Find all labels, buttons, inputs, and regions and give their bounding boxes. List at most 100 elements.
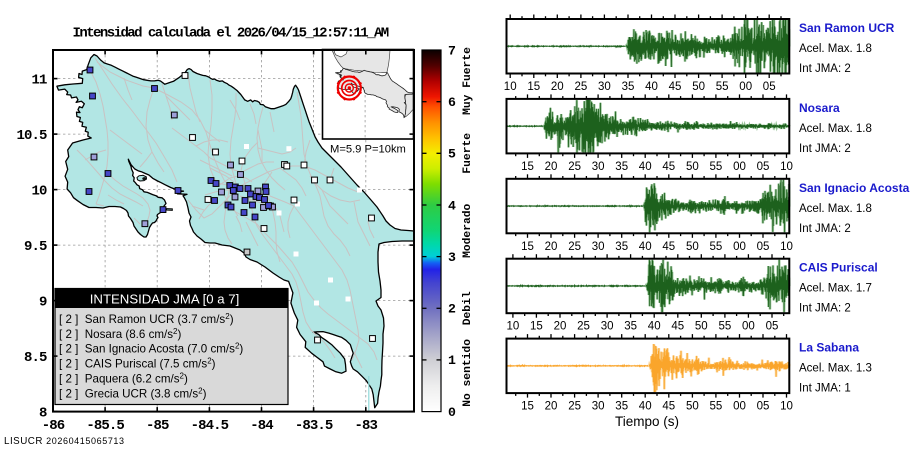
svg-text:-85.5: -85.5	[86, 418, 124, 434]
svg-text:[ 2 ] Nosara (8.6 cm/s2): [ 2 ] Nosara (8.6 cm/s2)	[59, 327, 182, 341]
svg-text:15: 15	[521, 241, 534, 253]
svg-text:Debil: Debil	[462, 291, 474, 325]
svg-text:-86: -86	[42, 418, 65, 434]
svg-text:45: 45	[671, 321, 684, 333]
svg-text:25: 25	[577, 321, 590, 333]
svg-text:10: 10	[780, 401, 793, 413]
svg-text:05: 05	[766, 321, 779, 333]
svg-text:10: 10	[780, 241, 793, 253]
svg-text:20: 20	[545, 241, 558, 253]
svg-text:8: 8	[39, 406, 47, 422]
svg-text:0: 0	[448, 405, 456, 420]
svg-text:25: 25	[568, 161, 581, 173]
svg-text:25: 25	[575, 81, 588, 93]
svg-text:20: 20	[545, 161, 558, 173]
svg-text:35: 35	[615, 401, 628, 413]
svg-text:Int JMA: 2: Int JMA: 2	[799, 63, 851, 75]
svg-text:9: 9	[39, 295, 47, 311]
svg-text:-83.5: -83.5	[295, 418, 333, 434]
svg-text:10: 10	[31, 184, 47, 200]
svg-text:45: 45	[669, 81, 682, 93]
svg-text:40: 40	[639, 241, 652, 253]
svg-text:55: 55	[710, 161, 723, 173]
svg-text:40: 40	[639, 161, 652, 173]
svg-text:30: 30	[592, 161, 605, 173]
svg-text:San Ignacio Acosta: San Ignacio Acosta	[799, 181, 910, 195]
svg-text:30: 30	[601, 321, 614, 333]
svg-text:La Sabana: La Sabana	[799, 341, 859, 355]
svg-text:5: 5	[448, 147, 456, 162]
svg-text:3: 3	[448, 250, 456, 265]
svg-text:35: 35	[622, 81, 635, 93]
svg-text:55: 55	[710, 241, 723, 253]
svg-text:50: 50	[686, 241, 699, 253]
svg-text:00: 00	[733, 401, 746, 413]
svg-text:8.5: 8.5	[24, 350, 47, 366]
svg-text:7: 7	[448, 43, 456, 58]
svg-text:Int JMA: 2: Int JMA: 2	[799, 223, 851, 235]
svg-text:05: 05	[757, 161, 770, 173]
svg-text:15: 15	[521, 401, 534, 413]
svg-text:05: 05	[757, 401, 770, 413]
svg-text:No sentido: No sentido	[462, 339, 474, 407]
svg-text:45: 45	[662, 241, 675, 253]
svg-text:6: 6	[448, 95, 456, 110]
svg-text:Moderado: Moderado	[462, 203, 474, 257]
svg-text:25: 25	[568, 401, 581, 413]
svg-text:05: 05	[763, 81, 776, 93]
svg-text:LISUCR 20260415065713: LISUCR 20260415065713	[4, 436, 125, 447]
svg-text:20: 20	[551, 81, 564, 93]
svg-text:Acel. Max. 1.7: Acel. Max. 1.7	[799, 283, 872, 295]
svg-text:CAIS Puriscal: CAIS Puriscal	[799, 261, 878, 275]
svg-text:55: 55	[710, 401, 723, 413]
svg-text:M=5.9 P=10km: M=5.9 P=10km	[330, 143, 406, 155]
svg-text:30: 30	[592, 241, 605, 253]
svg-text:45: 45	[662, 401, 675, 413]
svg-text:[ 2 ] CAIS Puriscal (7.5 cm/s: [ 2 ] CAIS Puriscal (7.5 cm/s2)	[59, 357, 216, 371]
svg-text:00: 00	[733, 241, 746, 253]
svg-text:00: 00	[742, 321, 755, 333]
svg-text:-84.5: -84.5	[191, 418, 229, 434]
svg-text:[ 2 ] Paquera (6.2 cm/s2): [ 2 ] Paquera (6.2 cm/s2)	[59, 371, 188, 385]
svg-text:10: 10	[504, 81, 517, 93]
svg-text:Nosara: Nosara	[799, 101, 840, 115]
svg-text:10: 10	[780, 161, 793, 173]
svg-text:15: 15	[530, 321, 543, 333]
svg-text:2: 2	[448, 302, 456, 317]
svg-text:1: 1	[448, 353, 456, 368]
svg-text:Acel. Max. 1.3: Acel. Max. 1.3	[799, 363, 872, 375]
svg-text:San Ramon UCR: San Ramon UCR	[799, 21, 895, 35]
svg-text:15: 15	[521, 161, 534, 173]
svg-text:50: 50	[686, 401, 699, 413]
svg-text:10: 10	[507, 321, 520, 333]
svg-text:40: 40	[648, 321, 661, 333]
svg-text:Int JMA: 2: Int JMA: 2	[799, 303, 851, 315]
svg-text:35: 35	[615, 241, 628, 253]
svg-text:Int JMA: 2: Int JMA: 2	[799, 143, 851, 155]
svg-text:25: 25	[568, 241, 581, 253]
svg-text:4: 4	[448, 198, 456, 213]
svg-text:15: 15	[527, 81, 540, 93]
svg-text:[ 2 ] San Ramon UCR (3.7 cm/s: [ 2 ] San Ramon UCR (3.7 cm/s2)	[59, 312, 234, 326]
svg-text:05: 05	[757, 241, 770, 253]
svg-text:50: 50	[695, 321, 708, 333]
svg-text:Acel. Max. 1.8: Acel. Max. 1.8	[799, 123, 872, 135]
svg-text:9.5: 9.5	[24, 239, 47, 255]
svg-text:40: 40	[639, 401, 652, 413]
svg-text:INTENSIDAD JMA [0 a 7]: INTENSIDAD JMA [0 a 7]	[90, 292, 240, 307]
svg-text:45: 45	[662, 161, 675, 173]
svg-text:30: 30	[598, 81, 611, 93]
svg-text:50: 50	[686, 161, 699, 173]
svg-text:[ 2 ] San Ignacio Acosta (7.0: [ 2 ] San Ignacio Acosta (7.0 cm/s2)	[59, 342, 243, 356]
svg-text:55: 55	[716, 81, 729, 93]
svg-text:Fuerte: Fuerte	[462, 133, 474, 174]
svg-text:35: 35	[624, 321, 637, 333]
svg-text:[ 2 ] Grecia UCR (3.8 cm/s2): [ 2 ] Grecia UCR (3.8 cm/s2)	[59, 386, 207, 400]
svg-text:50: 50	[692, 81, 705, 93]
svg-text:-84: -84	[250, 418, 273, 434]
svg-text:20: 20	[545, 401, 558, 413]
svg-text:Acel. Max. 1.8: Acel. Max. 1.8	[799, 43, 872, 55]
svg-text:00: 00	[733, 161, 746, 173]
svg-text:-83: -83	[355, 418, 378, 434]
svg-text:30: 30	[592, 401, 605, 413]
